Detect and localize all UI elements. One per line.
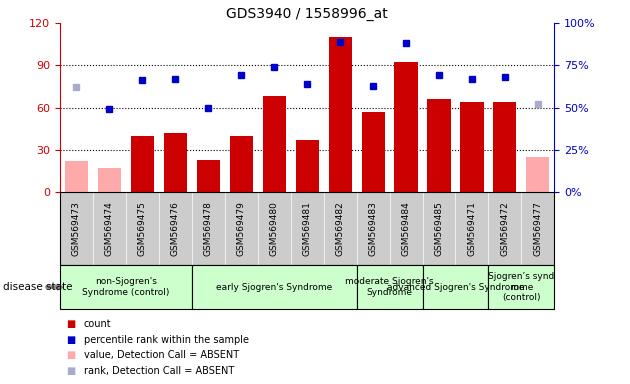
Text: rank, Detection Call = ABSENT: rank, Detection Call = ABSENT bbox=[84, 366, 234, 376]
Bar bbox=[164, 133, 186, 192]
Bar bbox=[493, 102, 517, 192]
Text: advanced Sjogren's Syndrome: advanced Sjogren's Syndrome bbox=[387, 283, 524, 291]
Text: GSM569471: GSM569471 bbox=[467, 201, 476, 256]
Text: GSM569478: GSM569478 bbox=[203, 201, 213, 256]
Text: disease state: disease state bbox=[3, 282, 72, 292]
Text: GSM569472: GSM569472 bbox=[500, 201, 510, 256]
Text: GSM569476: GSM569476 bbox=[171, 201, 180, 256]
Title: GDS3940 / 1558996_at: GDS3940 / 1558996_at bbox=[226, 7, 388, 21]
Text: GSM569474: GSM569474 bbox=[105, 201, 114, 256]
Text: GSM569473: GSM569473 bbox=[72, 201, 81, 256]
Bar bbox=[192, 265, 357, 309]
Text: count: count bbox=[84, 319, 112, 329]
Text: non-Sjogren's
Syndrome (control): non-Sjogren's Syndrome (control) bbox=[82, 277, 169, 297]
Bar bbox=[488, 265, 554, 309]
Text: ■: ■ bbox=[66, 366, 76, 376]
Text: GSM569482: GSM569482 bbox=[336, 201, 345, 256]
Text: GSM569475: GSM569475 bbox=[138, 201, 147, 256]
Text: early Sjogren's Syndrome: early Sjogren's Syndrome bbox=[216, 283, 332, 291]
Text: GSM569484: GSM569484 bbox=[401, 201, 411, 256]
Bar bbox=[423, 265, 488, 309]
Text: GSM569485: GSM569485 bbox=[435, 201, 444, 256]
Text: GSM569480: GSM569480 bbox=[270, 201, 278, 256]
Bar bbox=[65, 161, 88, 192]
Bar bbox=[98, 168, 121, 192]
Bar bbox=[428, 99, 450, 192]
Text: GSM569483: GSM569483 bbox=[369, 201, 377, 256]
Text: moderate Sjogren's
Syndrome: moderate Sjogren's Syndrome bbox=[345, 277, 434, 297]
Text: Sjogren’s synd
rome
(control): Sjogren’s synd rome (control) bbox=[488, 272, 554, 302]
Bar bbox=[131, 136, 154, 192]
Bar bbox=[394, 63, 418, 192]
Text: value, Detection Call = ABSENT: value, Detection Call = ABSENT bbox=[84, 350, 239, 360]
Text: GSM569477: GSM569477 bbox=[534, 201, 542, 256]
Bar bbox=[263, 96, 285, 192]
Bar bbox=[362, 112, 384, 192]
Text: GSM569479: GSM569479 bbox=[237, 201, 246, 256]
Bar bbox=[60, 265, 192, 309]
Text: ■: ■ bbox=[66, 319, 76, 329]
Text: percentile rank within the sample: percentile rank within the sample bbox=[84, 335, 249, 345]
Bar bbox=[527, 157, 549, 192]
Bar bbox=[295, 140, 319, 192]
Text: ■: ■ bbox=[66, 335, 76, 345]
Bar bbox=[461, 102, 483, 192]
Text: GSM569481: GSM569481 bbox=[302, 201, 312, 256]
Bar bbox=[357, 265, 423, 309]
Bar bbox=[197, 160, 220, 192]
Bar bbox=[230, 136, 253, 192]
Bar bbox=[329, 37, 352, 192]
Text: ■: ■ bbox=[66, 350, 76, 360]
